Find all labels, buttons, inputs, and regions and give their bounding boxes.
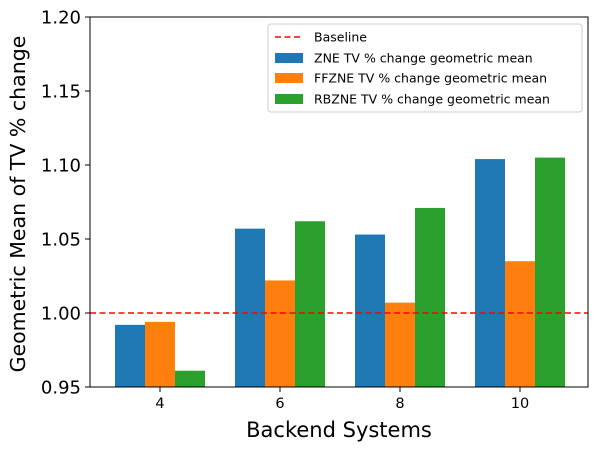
x-tick-label: 8: [395, 396, 404, 412]
bar-3-8: [415, 207, 445, 387]
x-axis-title: Backend Systems: [246, 418, 432, 442]
y-axis: 0.95 1.00 1.05 1.10 1.15 1.20: [41, 8, 90, 399]
y-tick-label: 1.15: [41, 82, 81, 103]
y-tick-label: 1.00: [41, 304, 81, 325]
legend-box: [267, 23, 583, 113]
bar-1-10: [475, 159, 505, 387]
legend-swatch-3: [275, 94, 303, 104]
bar-2-4: [145, 321, 175, 387]
bar-1-4: [115, 324, 145, 387]
y-tick-label: 1.10: [41, 156, 81, 177]
y-axis-title: Geometric Mean of TV % change: [6, 36, 30, 373]
x-axis: 4 6 8 10: [155, 387, 529, 412]
x-tick-label: 10: [511, 396, 529, 412]
bar-1-8: [355, 234, 385, 387]
legend-label-3: RBZNE TV % change geometric mean: [314, 92, 550, 107]
bar-3-10: [535, 157, 565, 387]
bar-2-10: [505, 261, 535, 387]
legend-swatch-2: [275, 73, 303, 83]
legend-swatch-1: [275, 53, 303, 63]
x-tick-label: 6: [275, 396, 284, 412]
legend-baseline-label: Baseline: [314, 30, 367, 45]
bar-3-6: [295, 221, 325, 387]
y-tick-label: 1.20: [41, 8, 81, 29]
legend: Baseline ZNE TV % change geometric mean FF…: [267, 23, 583, 113]
bar-2-6: [265, 280, 295, 387]
bar-1-6: [235, 228, 265, 387]
bar-3-4: [175, 370, 205, 387]
bars-layer: [115, 157, 565, 387]
legend-label-1: ZNE TV % change geometric mean: [314, 51, 533, 66]
y-tick-label: 0.95: [41, 378, 81, 399]
x-tick-label: 4: [155, 396, 164, 412]
y-tick-label: 1.05: [41, 230, 81, 251]
bar-2-8: [385, 302, 415, 387]
plot-frame: [89, 16, 589, 388]
legend-label-2: FFZNE TV % change geometric mean: [314, 71, 547, 86]
